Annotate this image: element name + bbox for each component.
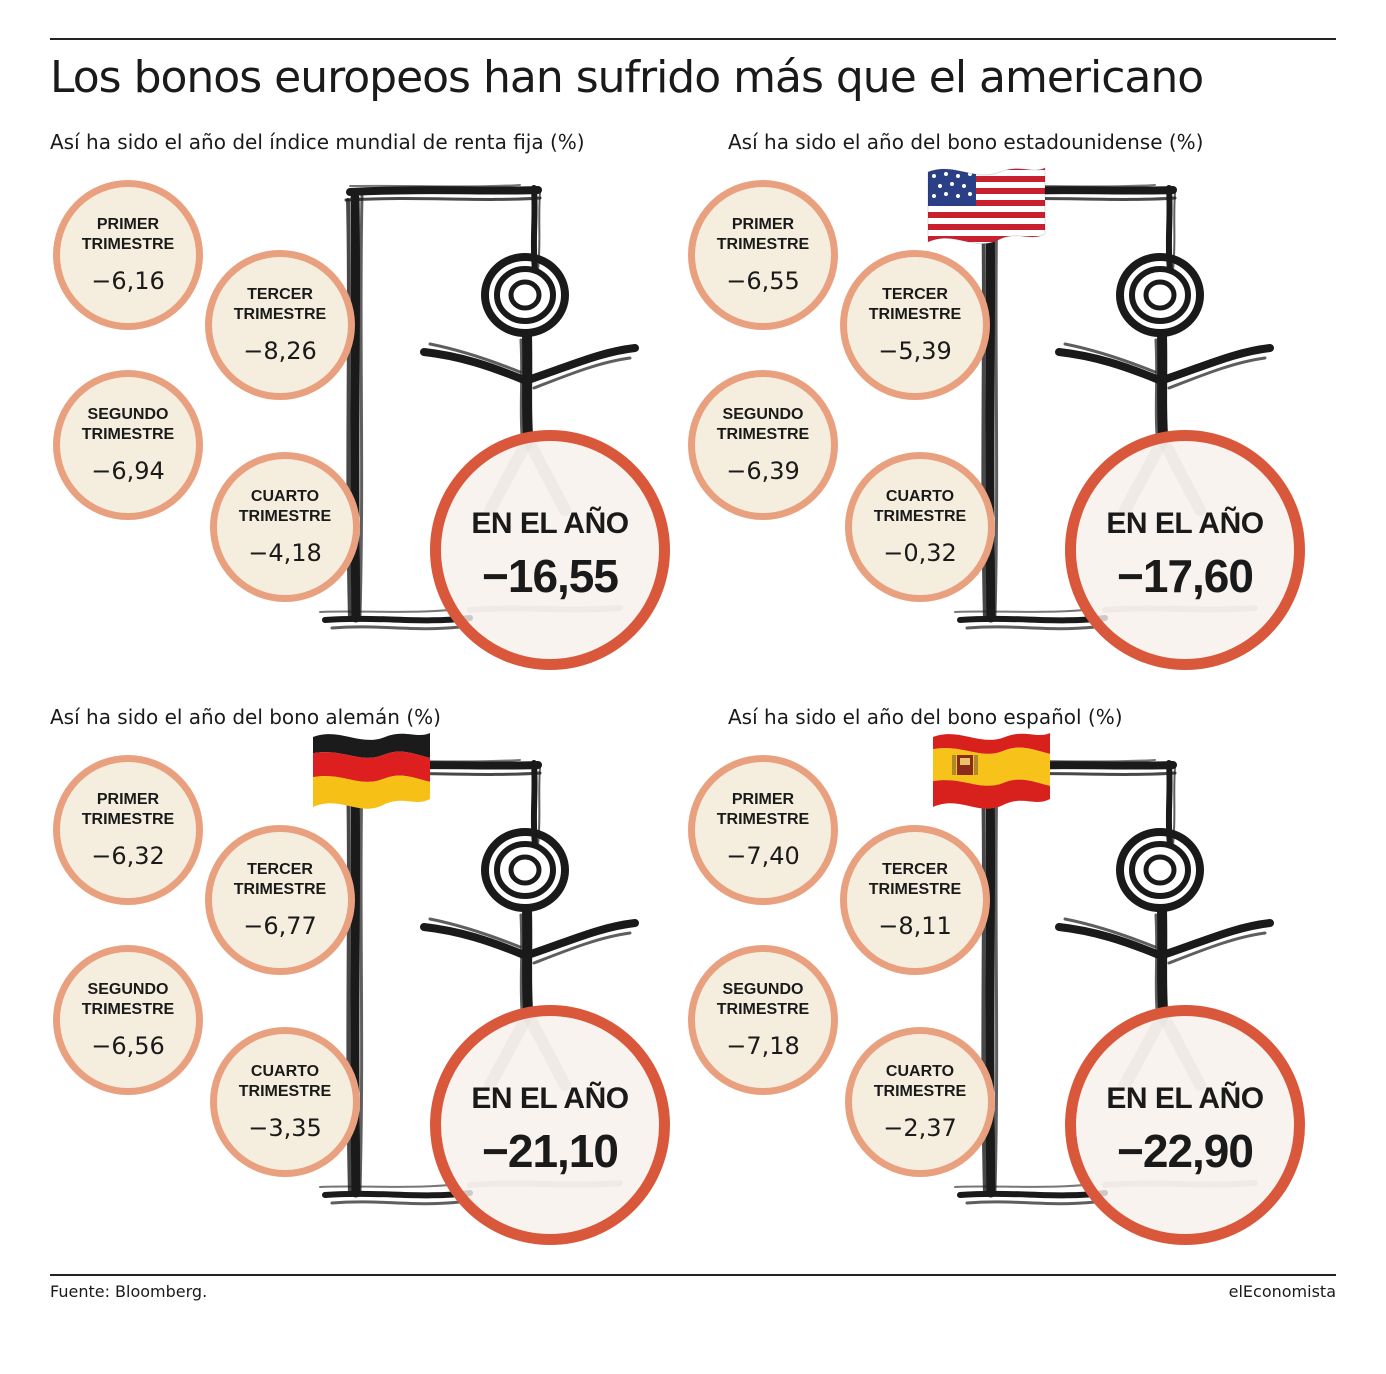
panel-subtitle: Así ha sido el año del bono alemán (%) xyxy=(50,705,441,729)
year-total-circle: EN EL AÑO −22,90 xyxy=(1065,1005,1305,1245)
q1-value: −6,32 xyxy=(91,842,165,870)
q2-value: −6,39 xyxy=(726,457,800,485)
q3-label: TERCER TRIMESTRE xyxy=(868,861,962,898)
panel-subtitle: Así ha sido el año del índice mundial de… xyxy=(50,130,585,154)
year-label: EN EL AÑO xyxy=(1106,1082,1264,1115)
q3-circle: TERCER TRIMESTRE −8,26 xyxy=(205,250,355,400)
q4-value: −3,35 xyxy=(248,1114,322,1142)
top-rule xyxy=(50,38,1336,40)
q4-circle: CUARTO TRIMESTRE −2,37 xyxy=(845,1027,995,1177)
q4-label: CUARTO TRIMESTRE xyxy=(873,488,967,525)
q3-label: TERCER TRIMESTRE xyxy=(233,861,327,898)
panel-world-index: Así ha sido el año del índice mundial de… xyxy=(50,130,690,690)
q2-label: SEGUNDO TRIMESTRE xyxy=(81,981,175,1018)
q4-circle: CUARTO TRIMESTRE −4,18 xyxy=(210,452,360,602)
year-label: EN EL AÑO xyxy=(471,507,629,540)
q1-circle: PRIMER TRIMESTRE −6,16 xyxy=(53,180,203,330)
q4-circle: CUARTO TRIMESTRE −3,35 xyxy=(210,1027,360,1177)
q1-circle: PRIMER TRIMESTRE −6,55 xyxy=(688,180,838,330)
q4-value: −0,32 xyxy=(883,539,957,567)
brand-logo: elEconomista xyxy=(1228,1282,1336,1301)
q4-label: CUARTO TRIMESTRE xyxy=(873,1063,967,1100)
q2-label: SEGUNDO TRIMESTRE xyxy=(716,406,810,443)
page-title: Los bonos europeos han sufrido más que e… xyxy=(50,52,1204,103)
q3-value: −8,11 xyxy=(878,912,952,940)
panel-us-bond: Así ha sido el año del bono estadouniden… xyxy=(685,130,1325,690)
year-value: −16,55 xyxy=(482,550,619,602)
q2-label: SEGUNDO TRIMESTRE xyxy=(81,406,175,443)
year-value: −21,10 xyxy=(482,1125,619,1177)
q3-circle: TERCER TRIMESTRE −6,77 xyxy=(205,825,355,975)
q1-label: PRIMER TRIMESTRE xyxy=(81,791,175,828)
year-label: EN EL AÑO xyxy=(1106,507,1264,540)
q2-value: −6,56 xyxy=(91,1032,165,1060)
year-total-circle: EN EL AÑO −21,10 xyxy=(430,1005,670,1245)
q1-value: −6,55 xyxy=(726,267,800,295)
year-total-circle: EN EL AÑO −17,60 xyxy=(1065,430,1305,670)
year-value: −17,60 xyxy=(1117,550,1254,602)
q1-value: −7,40 xyxy=(726,842,800,870)
panel-spanish-bond: Así ha sido el año del bono español (%) … xyxy=(685,705,1325,1265)
year-total-circle: EN EL AÑO −16,55 xyxy=(430,430,670,670)
q1-label: PRIMER TRIMESTRE xyxy=(716,791,810,828)
q3-value: −8,26 xyxy=(243,337,317,365)
q3-label: TERCER TRIMESTRE xyxy=(233,286,327,323)
q4-label: CUARTO TRIMESTRE xyxy=(238,488,332,525)
us-flag-icon xyxy=(927,167,1046,245)
panel-subtitle: Así ha sido el año del bono español (%) xyxy=(728,705,1123,729)
q3-label: TERCER TRIMESTRE xyxy=(868,286,962,323)
q2-label: SEGUNDO TRIMESTRE xyxy=(716,981,810,1018)
q2-circle: SEGUNDO TRIMESTRE −6,56 xyxy=(53,945,203,1095)
bottom-rule xyxy=(50,1274,1336,1276)
q2-circle: SEGUNDO TRIMESTRE −6,94 xyxy=(53,370,203,520)
germany-flag-icon xyxy=(313,733,430,809)
q3-circle: TERCER TRIMESTRE −8,11 xyxy=(840,825,990,975)
q2-value: −6,94 xyxy=(91,457,165,485)
q1-circle: PRIMER TRIMESTRE −7,40 xyxy=(688,755,838,905)
q4-value: −4,18 xyxy=(248,539,322,567)
q3-value: −6,77 xyxy=(243,912,317,940)
q4-circle: CUARTO TRIMESTRE −0,32 xyxy=(845,452,995,602)
q2-value: −7,18 xyxy=(726,1032,800,1060)
q2-circle: SEGUNDO TRIMESTRE −6,39 xyxy=(688,370,838,520)
q3-circle: TERCER TRIMESTRE −5,39 xyxy=(840,250,990,400)
q1-label: PRIMER TRIMESTRE xyxy=(716,216,810,253)
q1-label: PRIMER TRIMESTRE xyxy=(81,216,175,253)
q4-value: −2,37 xyxy=(883,1114,957,1142)
q3-value: −5,39 xyxy=(878,337,952,365)
source-note: Fuente: Bloomberg. xyxy=(50,1282,208,1301)
panel-subtitle: Así ha sido el año del bono estadouniden… xyxy=(728,130,1204,154)
spain-flag-icon xyxy=(933,733,1050,809)
q1-circle: PRIMER TRIMESTRE −6,32 xyxy=(53,755,203,905)
q4-label: CUARTO TRIMESTRE xyxy=(238,1063,332,1100)
panel-german-bond: Así ha sido el año del bono alemán (%) P… xyxy=(50,705,690,1265)
year-label: EN EL AÑO xyxy=(471,1082,629,1115)
q2-circle: SEGUNDO TRIMESTRE −7,18 xyxy=(688,945,838,1095)
q1-value: −6,16 xyxy=(91,267,165,295)
year-value: −22,90 xyxy=(1117,1125,1254,1177)
